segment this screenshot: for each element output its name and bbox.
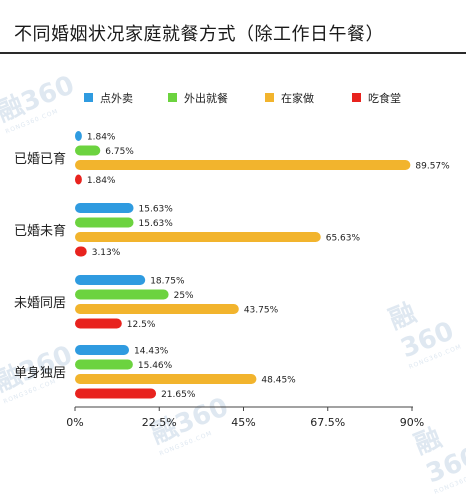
data-label-3-3: 21.65% <box>161 390 196 400</box>
data-label-3-2: 48.45% <box>261 376 296 386</box>
legend-swatch-0 <box>84 93 93 102</box>
bar-1-3 <box>75 246 87 257</box>
bar-2-1 <box>75 289 169 300</box>
x-tick-label-2: 45% <box>231 416 255 429</box>
data-label-0-1: 6.75% <box>105 147 134 157</box>
bar-2-3 <box>75 318 122 329</box>
bar-3-0 <box>75 345 130 355</box>
legend-label-1: 外出就餐 <box>184 91 228 105</box>
bar-3-1 <box>75 359 133 370</box>
legend-swatch-1 <box>168 93 177 102</box>
data-label-3-0: 14.43% <box>134 347 169 357</box>
data-label-1-3: 3.13% <box>92 248 121 258</box>
data-label-0-0: 1.84% <box>87 133 116 143</box>
data-label-3-1: 15.46% <box>138 361 173 371</box>
x-tick-label-3: 67.5% <box>310 416 345 429</box>
bar-2-0 <box>75 275 146 285</box>
bar-0-1 <box>75 145 101 156</box>
data-label-2-1: 25% <box>174 291 194 301</box>
data-label-1-2: 65.63% <box>326 234 361 244</box>
bar-0-3 <box>75 174 82 185</box>
category-label-0: 已婚已育 <box>14 151 66 167</box>
data-label-0-3: 1.84% <box>87 176 116 186</box>
bar-0-2 <box>75 160 411 170</box>
legend-swatch-3 <box>352 93 361 102</box>
legend-label-3: 吃食堂 <box>368 91 401 105</box>
bar-1-1 <box>75 217 134 228</box>
category-label-2: 未婚同居 <box>14 296 66 311</box>
data-label-1-1: 15.63% <box>139 219 174 229</box>
x-tick-label-0: 0% <box>66 416 83 429</box>
bar-2-2 <box>75 304 239 314</box>
legend-label-2: 在家做 <box>281 91 314 105</box>
data-label-2-2: 43.75% <box>244 306 279 316</box>
bar-1-2 <box>75 232 321 242</box>
chart-title: 不同婚姻状况家庭就餐方式（除工作日午餐） <box>14 24 384 45</box>
legend-label-0: 点外卖 <box>100 92 133 105</box>
x-tick-label-4: 90% <box>400 416 424 429</box>
data-label-2-0: 18.75% <box>150 277 185 287</box>
category-label-3: 单身独居 <box>14 365 66 381</box>
bar-0-0 <box>75 131 82 141</box>
x-tick-label-1: 22.5% <box>142 416 177 429</box>
title-underline <box>0 52 466 54</box>
bar-1-0 <box>75 203 134 213</box>
category-label-1: 已婚未育 <box>14 223 66 239</box>
bar-3-3 <box>75 388 157 399</box>
data-label-1-0: 15.63% <box>139 205 174 215</box>
legend-swatch-2 <box>265 93 274 102</box>
data-label-2-3: 12.5% <box>127 320 156 330</box>
data-label-0-2: 89.57% <box>415 162 450 172</box>
bar-3-2 <box>75 374 257 384</box>
title-bar: 不同婚姻状况家庭就餐方式（除工作日午餐） <box>0 0 466 60</box>
